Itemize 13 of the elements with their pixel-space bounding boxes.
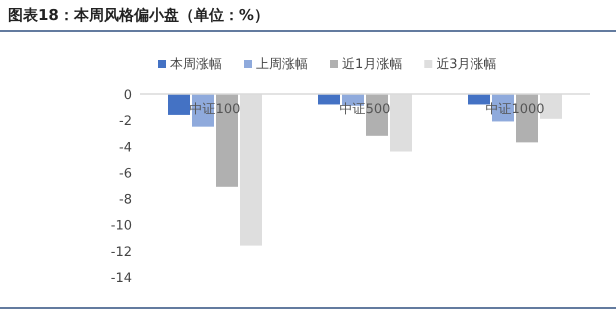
title: 图表18：本周风格偏小盘（单位：%） <box>8 6 269 24</box>
legend-label: 近1月涨幅 <box>342 57 402 72</box>
y-tick-label: -4 <box>119 140 132 156</box>
y-tick-label: -2 <box>119 114 132 130</box>
y-tick-label: -10 <box>110 218 132 234</box>
legend-label: 上周涨幅 <box>256 57 308 72</box>
y-tick-label: 0 <box>124 88 132 103</box>
y-tick-label: -8 <box>119 192 132 208</box>
y-tick-label: -12 <box>110 244 132 260</box>
y-tick-label: -14 <box>110 271 132 286</box>
y-tick-label: -6 <box>119 166 132 182</box>
legend-label: 本周涨幅 <box>170 57 222 72</box>
legend-label: 近3月涨幅 <box>436 57 497 72</box>
